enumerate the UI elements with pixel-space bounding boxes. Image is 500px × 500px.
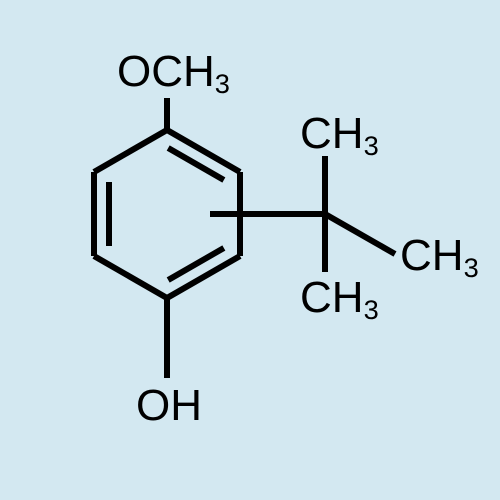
label-oh: OH bbox=[136, 384, 202, 428]
label-och3: OCH3 bbox=[117, 50, 230, 97]
label-ch3-upper: CH3 bbox=[300, 112, 379, 159]
label-ch3-right: CH3 bbox=[400, 234, 479, 281]
label-ch3-lower: CH3 bbox=[300, 276, 379, 323]
